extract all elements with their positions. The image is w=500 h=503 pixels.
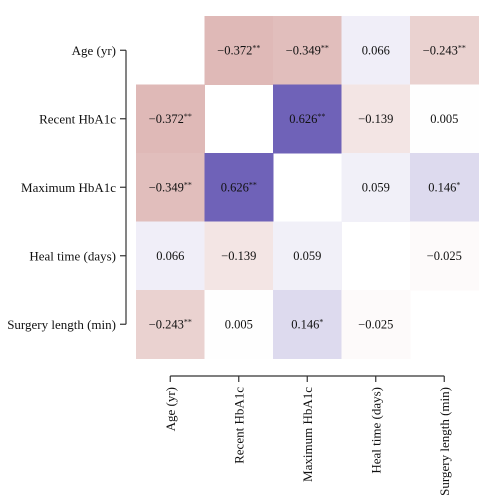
cell-value-label: −0.349** <box>149 180 192 194</box>
heatmap-cell <box>204 16 274 85</box>
heatmap-cell <box>341 84 411 154</box>
cell-value-label: −0.139 <box>221 249 256 263</box>
cell-value-label: 0.066 <box>362 43 390 57</box>
heatmap-cell <box>204 290 274 359</box>
cell-value-label: 0.146* <box>291 317 323 331</box>
cell-value-label: −0.243** <box>149 317 192 331</box>
heatmap-cell <box>136 221 205 291</box>
cell-value-label: −0.372** <box>217 43 260 57</box>
heatmap-cell <box>410 16 479 85</box>
heatmap-cell <box>410 153 479 222</box>
cell-value-label: −0.372** <box>149 112 192 126</box>
y-tick-label: Recent HbA1c <box>39 111 116 126</box>
significance-stars: ** <box>184 180 192 189</box>
y-tick-label: Age (yr) <box>72 43 116 58</box>
heatmap-cell <box>341 290 411 359</box>
x-tick-label: Recent HbA1c <box>231 387 246 464</box>
cell-value-label: 0.059 <box>362 180 390 194</box>
cell-value-label: 0.066 <box>156 249 184 263</box>
cell-value-label: 0.059 <box>293 249 321 263</box>
heatmap-cell <box>136 290 205 359</box>
significance-stars: ** <box>252 43 260 52</box>
heatmap-cell <box>410 221 479 291</box>
cell-value-label: 0.146* <box>428 180 460 194</box>
y-tick-label: Maximum HbA1c <box>21 180 116 195</box>
heatmap-cell <box>410 84 479 154</box>
cell-value-label: −0.025 <box>427 249 462 263</box>
significance-stars: ** <box>317 112 325 121</box>
significance-stars: * <box>319 317 323 326</box>
y-tick-label: Heal time (days) <box>29 248 116 263</box>
x-tick-label: Maximum HbA1c <box>300 387 315 482</box>
significance-stars: ** <box>249 180 257 189</box>
heatmap-cell <box>136 84 205 154</box>
heatmap-cell <box>136 153 205 222</box>
significance-stars: ** <box>184 112 192 121</box>
heatmap-cell <box>341 16 411 85</box>
significance-stars: ** <box>321 43 329 52</box>
heatmap-cell <box>273 84 342 154</box>
heatmap-cell <box>273 221 342 291</box>
significance-stars: ** <box>184 317 192 326</box>
significance-stars: ** <box>458 43 466 52</box>
cell-value-label: 0.626** <box>289 112 325 126</box>
y-tick-label: Surgery length (min) <box>7 317 116 332</box>
cell-value-label: −0.243** <box>423 43 466 57</box>
significance-stars: * <box>456 180 460 189</box>
cell-value-label: 0.005 <box>430 112 458 126</box>
cell-value-label: −0.349** <box>286 43 329 57</box>
x-tick-label: Heal time (days) <box>368 387 383 474</box>
heatmap-cell <box>273 290 342 359</box>
cell-value-label: 0.626** <box>221 180 257 194</box>
cell-value-label: 0.005 <box>225 317 253 331</box>
heatmap-cell <box>204 153 274 222</box>
cell-value-label: −0.025 <box>358 317 393 331</box>
cell-value-label: −0.139 <box>358 112 393 126</box>
x-tick-label: Surgery length (min) <box>437 387 452 496</box>
heatmap-cell <box>341 153 411 222</box>
heatmap-cell <box>204 221 274 291</box>
heatmap-cell <box>273 16 342 85</box>
x-tick-label: Age (yr) <box>163 387 178 431</box>
